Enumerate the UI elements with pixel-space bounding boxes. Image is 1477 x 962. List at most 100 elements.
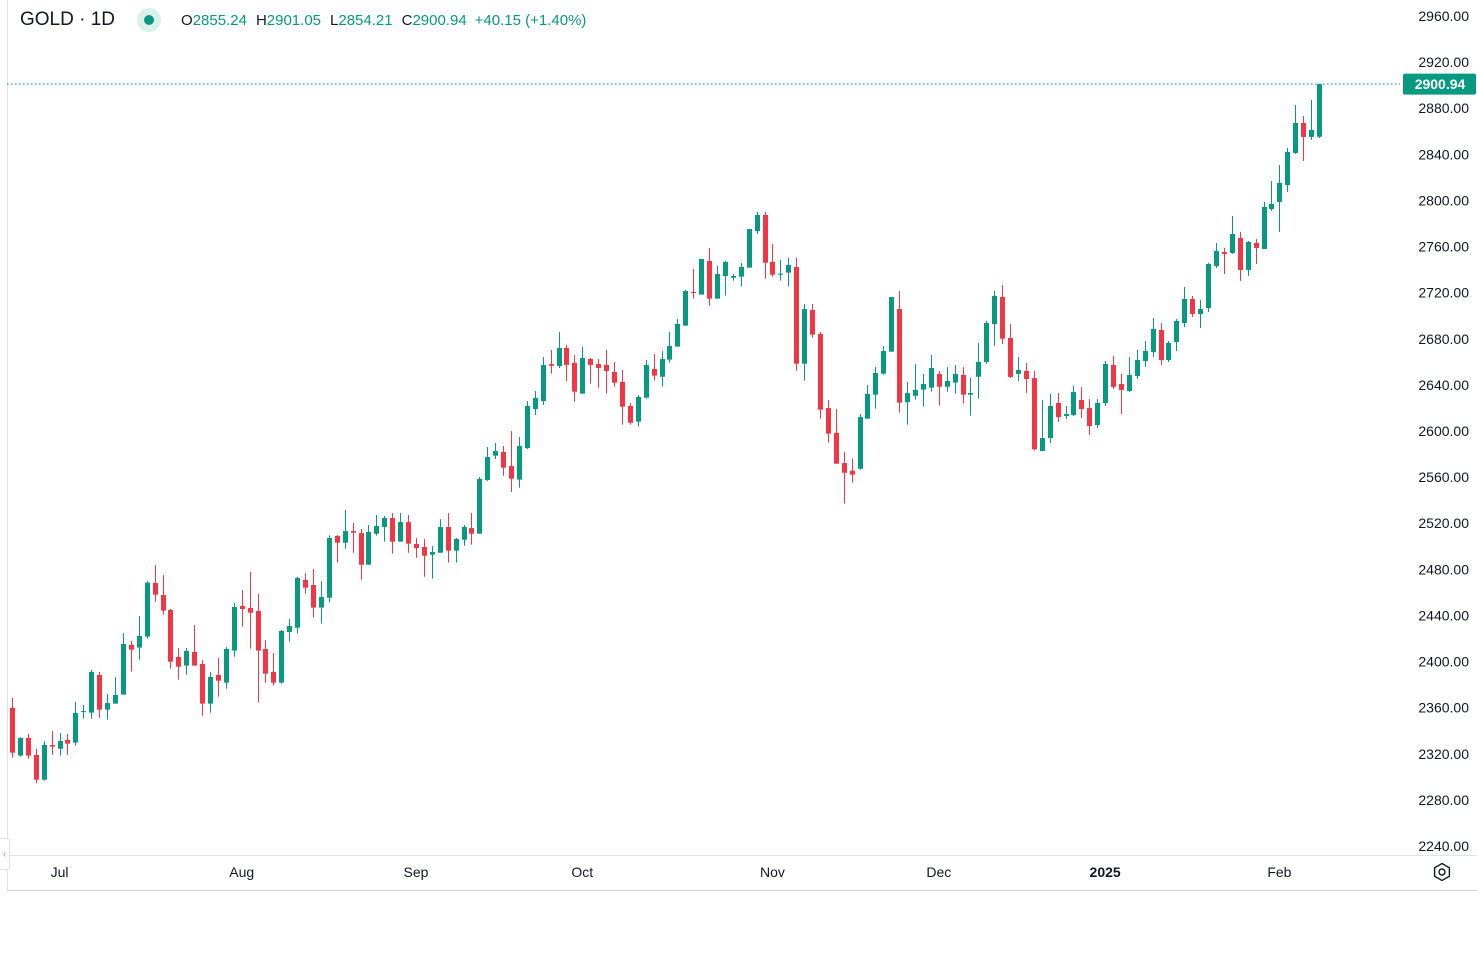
candle[interactable] xyxy=(454,537,459,563)
candle[interactable] xyxy=(865,385,870,419)
candle[interactable] xyxy=(287,619,292,642)
candle[interactable] xyxy=(541,356,546,405)
candle[interactable] xyxy=(501,445,506,476)
candle[interactable] xyxy=(707,247,712,306)
candle[interactable] xyxy=(97,671,102,718)
candle[interactable] xyxy=(1119,373,1124,415)
candle[interactable] xyxy=(810,303,815,338)
candle[interactable] xyxy=(295,576,300,634)
candle[interactable] xyxy=(1238,231,1243,282)
candle[interactable] xyxy=(691,269,696,299)
candle[interactable] xyxy=(493,442,498,460)
candle[interactable] xyxy=(256,594,261,703)
candle[interactable] xyxy=(1198,299,1203,328)
candle[interactable] xyxy=(374,515,379,536)
candle[interactable] xyxy=(1000,284,1005,344)
candle[interactable] xyxy=(232,602,237,657)
candle[interactable] xyxy=(216,657,221,697)
candle[interactable] xyxy=(699,259,704,295)
candle[interactable] xyxy=(596,358,601,388)
candle[interactable] xyxy=(10,697,15,758)
candle[interactable] xyxy=(1087,398,1092,436)
candle[interactable] xyxy=(1032,370,1037,451)
candle[interactable] xyxy=(842,451,847,504)
candle[interactable] xyxy=(588,358,593,384)
candle[interactable] xyxy=(263,639,268,683)
candle[interactable] xyxy=(303,573,308,594)
time-axis[interactable]: Jul Aug Sep Oct Nov Dec 2025 Feb xyxy=(51,864,1292,880)
candle[interactable] xyxy=(683,290,688,326)
candle[interactable] xyxy=(327,535,332,603)
candle[interactable] xyxy=(945,367,950,392)
candle[interactable] xyxy=(192,625,197,666)
candle[interactable] xyxy=(1079,386,1084,418)
candle[interactable] xyxy=(509,431,514,492)
candle[interactable] xyxy=(992,290,997,346)
candle[interactable] xyxy=(961,367,966,404)
candle[interactable] xyxy=(18,737,23,757)
candle[interactable] xyxy=(675,318,680,347)
price-axis[interactable]: 2240.00 2280.00 2320.00 2360.00 2400.00 2440.… xyxy=(1418,8,1469,854)
candle[interactable] xyxy=(873,367,878,409)
candle[interactable] xyxy=(1024,362,1029,393)
market-status-icon[interactable] xyxy=(137,8,162,32)
candle[interactable] xyxy=(604,349,609,394)
candle[interactable] xyxy=(359,528,364,580)
candle[interactable] xyxy=(1285,147,1290,192)
candle[interactable] xyxy=(1103,361,1108,406)
candle[interactable] xyxy=(446,512,451,563)
candle[interactable] xyxy=(58,733,63,756)
candle[interactable] xyxy=(335,534,340,563)
candle[interactable] xyxy=(1301,115,1306,162)
candle[interactable] xyxy=(73,701,78,746)
candle[interactable] xyxy=(858,414,863,470)
candle[interactable] xyxy=(572,355,577,402)
candle[interactable] xyxy=(1293,104,1298,154)
candle[interactable] xyxy=(549,349,554,374)
candle[interactable] xyxy=(739,263,744,287)
candle[interactable] xyxy=(1016,356,1021,381)
candle[interactable] xyxy=(580,346,585,394)
candle[interactable] xyxy=(1309,99,1314,140)
candle[interactable] xyxy=(723,260,728,296)
candle[interactable] xyxy=(438,519,443,553)
candle[interactable] xyxy=(834,408,839,464)
candle[interactable] xyxy=(1230,216,1235,254)
candle[interactable] xyxy=(240,589,245,627)
candle[interactable] xyxy=(1277,164,1282,232)
candle[interactable] xyxy=(1254,238,1259,264)
candle[interactable] xyxy=(176,647,181,680)
candle[interactable] xyxy=(1190,296,1195,317)
candle[interactable] xyxy=(1206,262,1211,313)
candle[interactable] xyxy=(200,659,205,716)
candle[interactable] xyxy=(1269,180,1274,211)
candle[interactable] xyxy=(414,537,419,558)
candle[interactable] xyxy=(469,512,474,545)
candle[interactable] xyxy=(42,741,47,781)
candle[interactable] xyxy=(644,359,649,399)
candle[interactable] xyxy=(778,260,783,281)
candle[interactable] xyxy=(968,377,973,416)
candle[interactable] xyxy=(382,515,387,542)
candle[interactable] xyxy=(1056,392,1061,423)
candle[interactable] xyxy=(153,564,158,602)
candle[interactable] xyxy=(1262,201,1267,249)
candle[interactable] xyxy=(794,257,799,371)
candle[interactable] xyxy=(184,647,189,675)
candle[interactable] xyxy=(168,608,173,669)
candle[interactable] xyxy=(1135,349,1140,380)
candle[interactable] xyxy=(660,350,665,387)
candle[interactable] xyxy=(65,733,70,755)
candle[interactable] xyxy=(897,291,902,413)
candle[interactable] xyxy=(557,331,562,368)
candle[interactable] xyxy=(113,677,118,704)
candle[interactable] xyxy=(517,436,522,488)
candle[interactable] xyxy=(984,321,989,365)
candle[interactable] xyxy=(1143,340,1148,368)
candle[interactable] xyxy=(1166,340,1171,362)
candle[interactable] xyxy=(129,640,134,672)
candle[interactable] xyxy=(145,580,150,639)
chevron-left-icon[interactable]: ‹ xyxy=(0,838,10,870)
candle[interactable] xyxy=(248,571,253,649)
